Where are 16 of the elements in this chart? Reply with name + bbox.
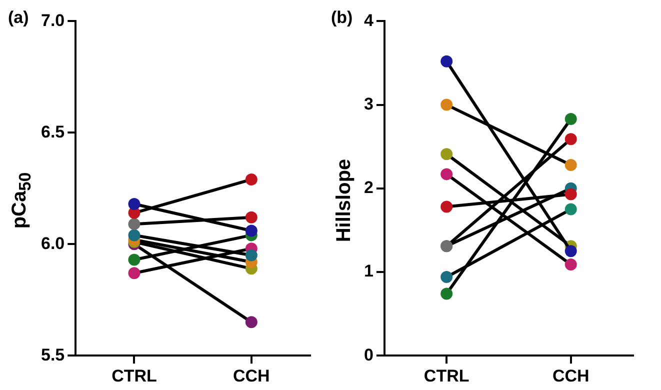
chart-title: (b) [331, 8, 353, 28]
y-tick-label: 1 [364, 262, 374, 281]
y-tick-label: 3 [364, 94, 374, 114]
x-tick-label: CCH [232, 366, 270, 386]
y-tick-label: 0 [364, 345, 374, 364]
y-axis-title: Hillslope [334, 158, 356, 242]
y-tick-label: 6.5 [40, 122, 65, 142]
y-tick-label: 4 [364, 10, 374, 30]
x-tick-label: CTRL [424, 366, 470, 386]
y-tick-label: 7.0 [40, 10, 65, 30]
y-tick-label: 2 [364, 178, 374, 198]
y-tick-label: 6.0 [40, 234, 65, 253]
y-tick-label: 5.5 [40, 345, 65, 364]
x-tick-label: CTRL [112, 366, 157, 386]
chart-title: (a) [8, 8, 29, 28]
x-tick-label: CCH [552, 366, 590, 386]
